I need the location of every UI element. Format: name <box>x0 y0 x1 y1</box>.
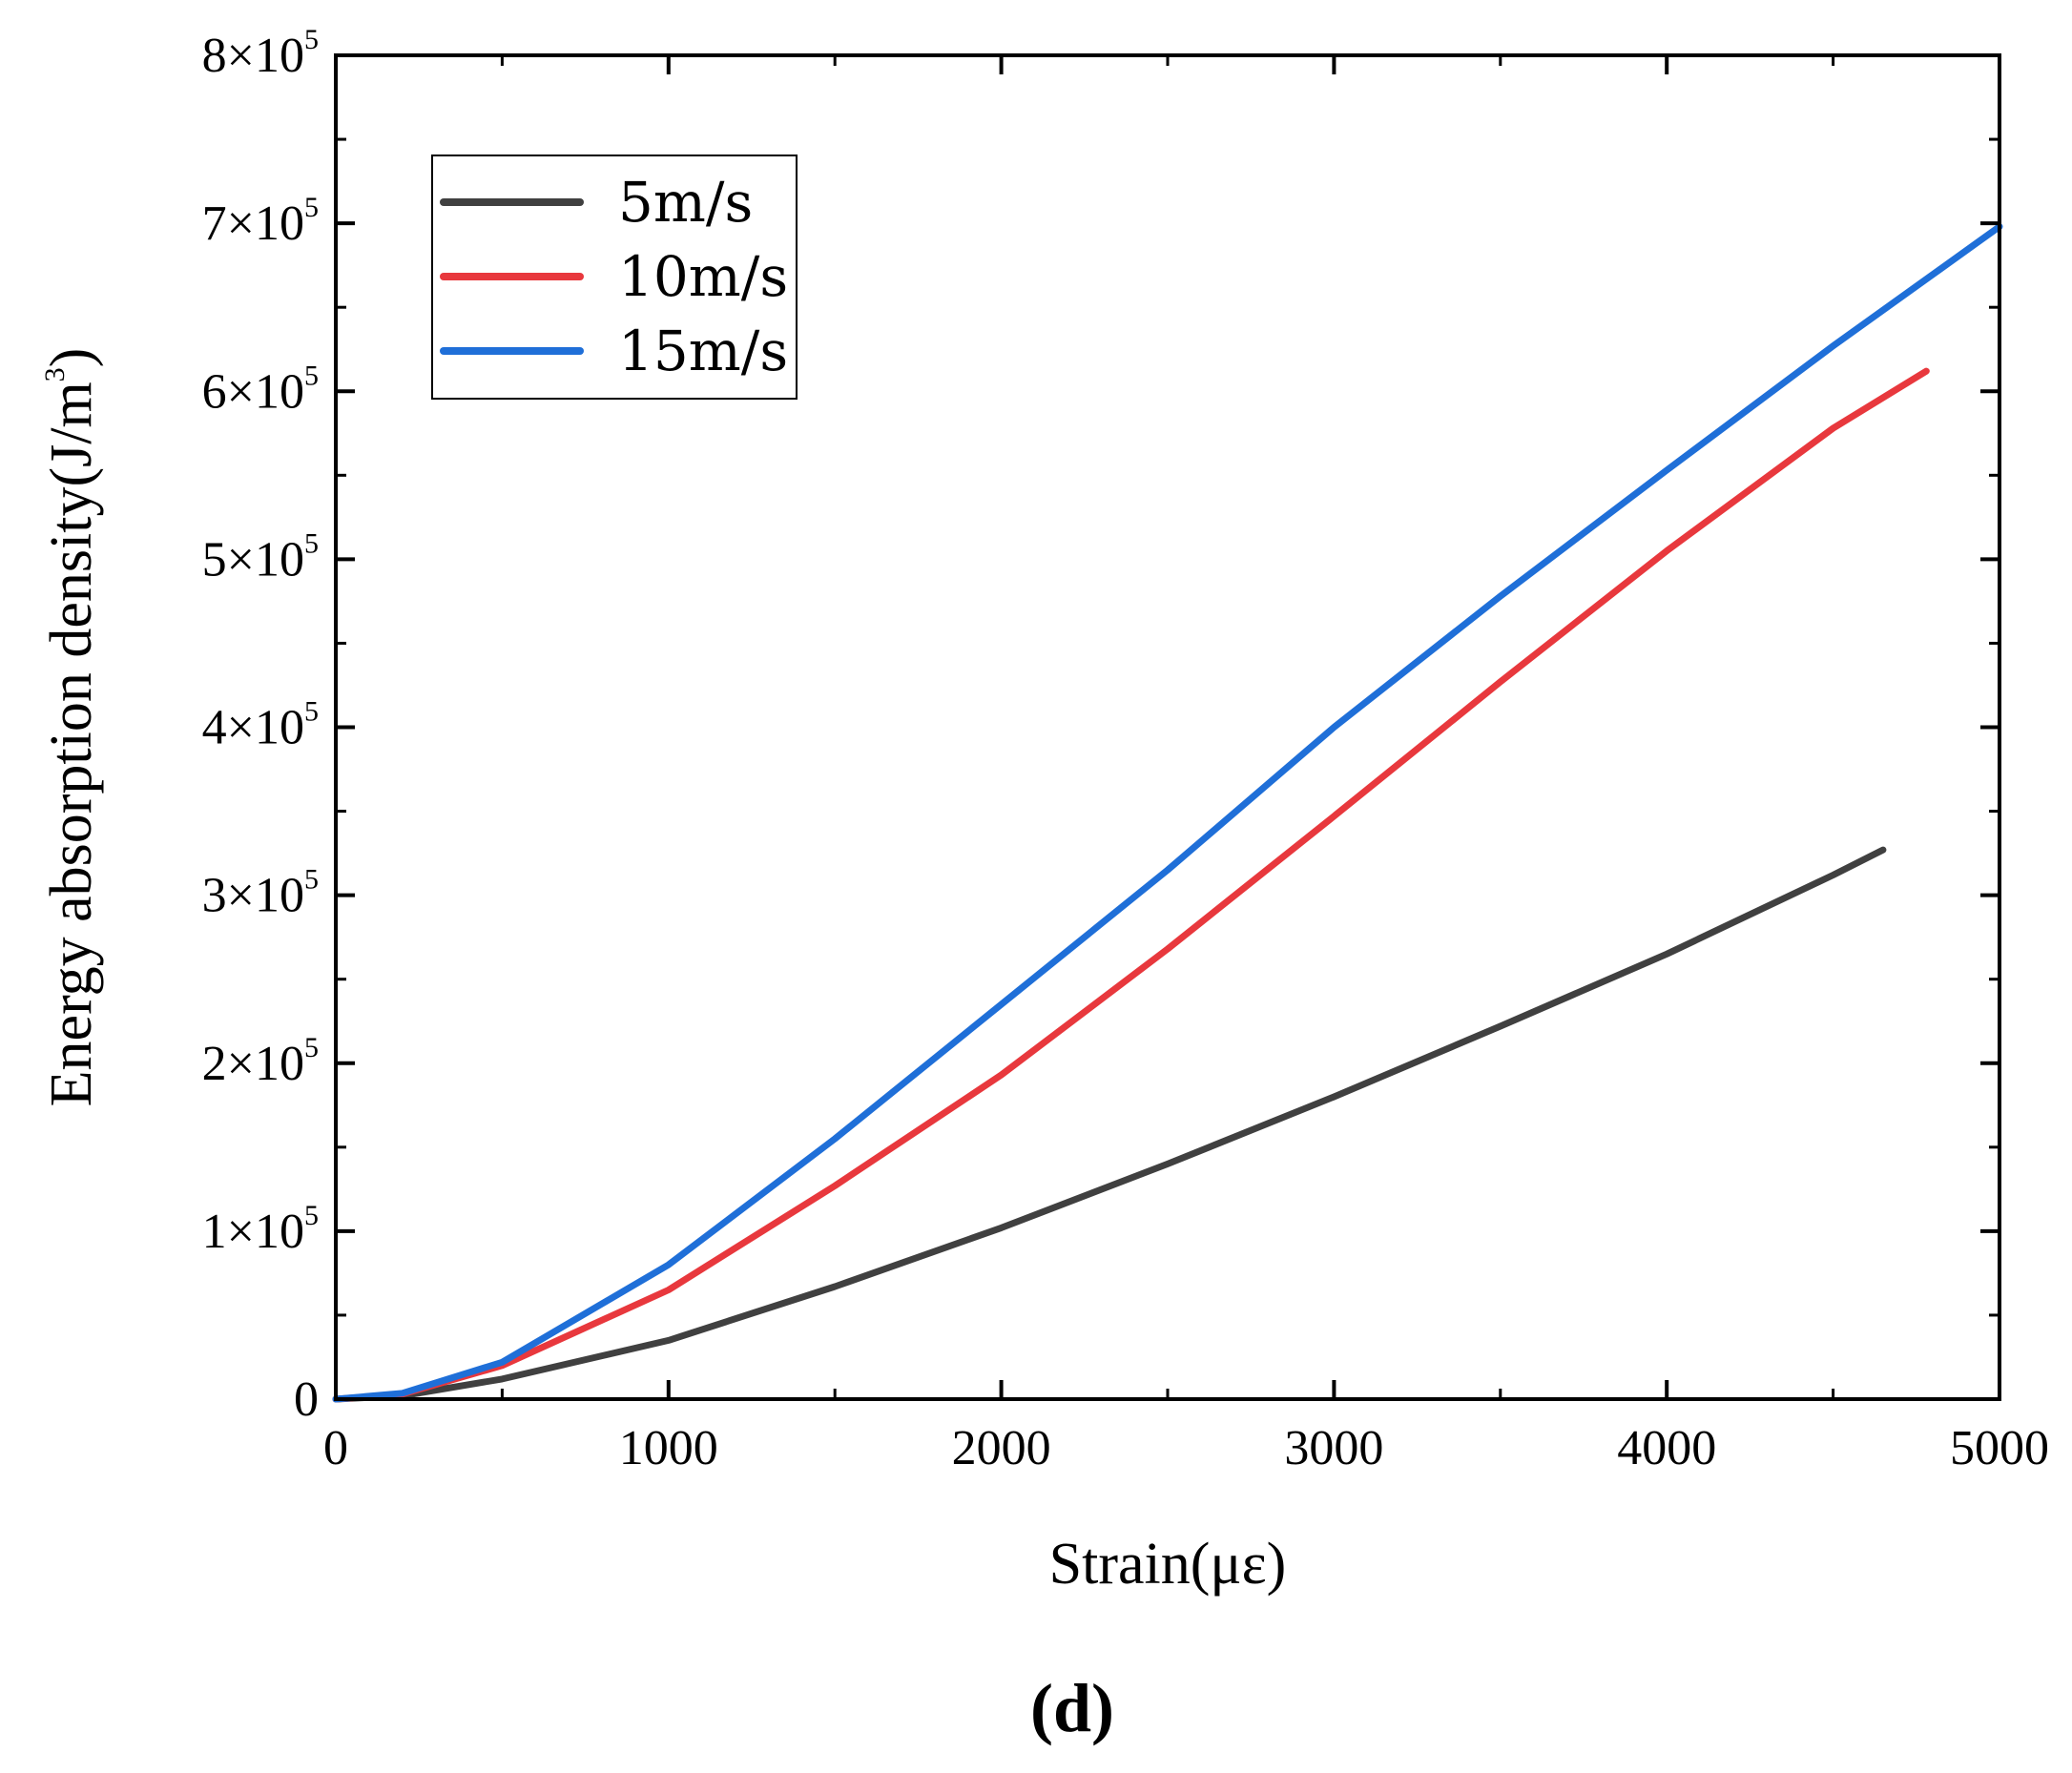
series-line-5m-per-s <box>332 846 1887 1403</box>
x-tick-label: 1000 <box>619 1421 718 1475</box>
y-axis-title-close: ) <box>39 348 104 368</box>
y-axis-title: Energy absorption density(J/m3) <box>39 348 104 1107</box>
y-tick-exponent: 5 <box>304 527 319 559</box>
y-tick-label: 2×105 <box>202 1032 319 1091</box>
y-tick-exponent: 5 <box>304 1200 319 1231</box>
y-tick-mantissa: 6×10 <box>202 364 304 419</box>
y-tick-mantissa: 8×10 <box>202 29 304 83</box>
y-tick-exponent: 5 <box>304 360 319 391</box>
y-tick-exponent: 5 <box>304 696 319 728</box>
y-tick-label: 4×105 <box>202 696 319 755</box>
legend-label: 15m/s <box>618 319 788 383</box>
y-tick-mantissa: 5×10 <box>202 532 304 587</box>
y-tick-label: 0 <box>294 1372 319 1427</box>
series-layer <box>332 223 2003 1403</box>
legend: 5m/s 10m/s 15m/s <box>431 155 798 400</box>
y-tick-mantissa: 2×10 <box>202 1037 304 1091</box>
x-tick-label: 3000 <box>1284 1421 1383 1475</box>
series-line-15m-per-s <box>332 223 2003 1403</box>
y-tick-label: 1×105 <box>202 1200 319 1259</box>
y-tick-exponent: 5 <box>304 192 319 223</box>
x-tick-label: 4000 <box>1617 1421 1716 1475</box>
y-tick-exponent: 5 <box>304 1032 319 1063</box>
y-tick-mantissa: 1×10 <box>202 1205 304 1259</box>
x-tick-label: 2000 <box>952 1421 1051 1475</box>
y-tick-mantissa: 7×10 <box>202 196 304 251</box>
y-tick-mantissa: 3×10 <box>202 869 304 923</box>
tick-layer: 0 1000 2000 3000 4000 500001×1052×1053×1054×1… <box>202 24 2049 1475</box>
legend-label: 10m/s <box>618 244 788 309</box>
y-tick-label: 3×105 <box>202 864 319 923</box>
x-tick-label: 0 <box>323 1421 348 1475</box>
y-tick-label: 5×105 <box>202 527 319 587</box>
y-axis-title-main: Energy absorption density(J/m <box>39 381 104 1106</box>
y-tick-exponent: 5 <box>304 864 319 896</box>
legend-label: 5m/s <box>618 170 753 235</box>
y-tick-label: 8×105 <box>202 24 319 83</box>
x-tick-label: 5000 <box>1950 1421 2049 1475</box>
x-axis-title: Strain(με) <box>1049 1532 1287 1597</box>
series-line-10m-per-s <box>332 367 1930 1403</box>
y-tick-mantissa: 4×10 <box>202 701 304 755</box>
y-tick-exponent: 5 <box>304 24 319 55</box>
y-tick-label: 7×105 <box>202 192 319 251</box>
y-tick-mantissa: 0 <box>294 1372 319 1427</box>
y-tick-label: 6×105 <box>202 360 319 419</box>
panel-label: (d) <box>1030 1670 1114 1746</box>
y-axis-title-superscript: 3 <box>39 367 71 381</box>
